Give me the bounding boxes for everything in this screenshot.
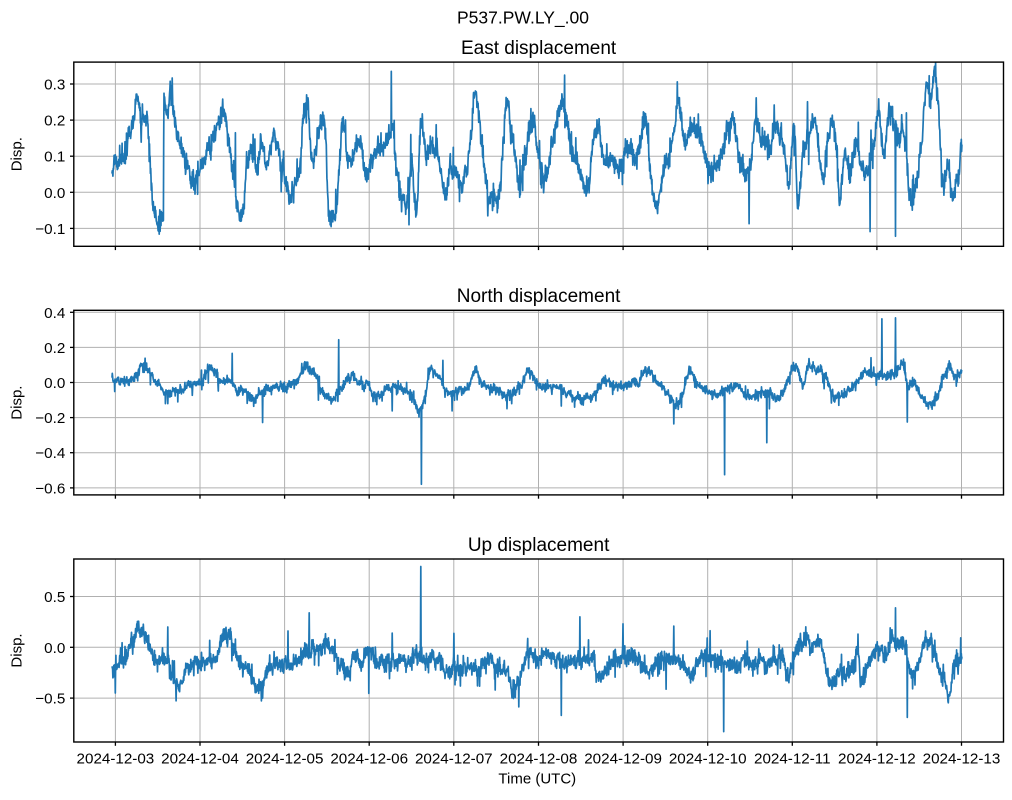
svg-text:0.0: 0.0 bbox=[44, 375, 65, 392]
svg-text:Disp.: Disp. bbox=[8, 137, 25, 171]
svg-text:2024-12-05: 2024-12-05 bbox=[246, 750, 324, 767]
svg-text:−0.1: −0.1 bbox=[35, 221, 65, 238]
svg-text:0.2: 0.2 bbox=[44, 340, 65, 357]
svg-text:0.0: 0.0 bbox=[44, 640, 65, 657]
svg-text:−0.2: −0.2 bbox=[35, 410, 65, 427]
svg-text:2024-12-04: 2024-12-04 bbox=[161, 750, 239, 767]
svg-text:0.5: 0.5 bbox=[44, 589, 65, 606]
svg-text:P537.PW.LY_.00: P537.PW.LY_.00 bbox=[457, 8, 589, 29]
svg-text:2024-12-10: 2024-12-10 bbox=[669, 750, 747, 767]
svg-text:Disp.: Disp. bbox=[8, 386, 25, 420]
svg-text:2024-12-13: 2024-12-13 bbox=[923, 750, 1001, 767]
svg-text:Disp.: Disp. bbox=[8, 633, 25, 667]
svg-text:2024-12-08: 2024-12-08 bbox=[500, 750, 578, 767]
svg-text:2024-12-03: 2024-12-03 bbox=[77, 750, 155, 767]
svg-text:0.2: 0.2 bbox=[44, 113, 65, 130]
svg-text:2024-12-12: 2024-12-12 bbox=[838, 750, 916, 767]
svg-text:2024-12-07: 2024-12-07 bbox=[415, 750, 493, 767]
svg-text:2024-12-11: 2024-12-11 bbox=[754, 750, 831, 767]
svg-text:−0.4: −0.4 bbox=[35, 445, 65, 462]
svg-text:0.0: 0.0 bbox=[44, 185, 65, 202]
svg-text:−0.5: −0.5 bbox=[35, 691, 65, 708]
svg-text:North displacement: North displacement bbox=[457, 286, 621, 307]
svg-text:0.4: 0.4 bbox=[44, 305, 65, 322]
svg-text:2024-12-06: 2024-12-06 bbox=[330, 750, 408, 767]
svg-text:−0.6: −0.6 bbox=[35, 480, 65, 497]
svg-text:0.3: 0.3 bbox=[44, 77, 65, 94]
svg-text:0.1: 0.1 bbox=[44, 149, 65, 166]
svg-text:East displacement: East displacement bbox=[461, 38, 617, 59]
svg-text:2024-12-09: 2024-12-09 bbox=[584, 750, 662, 767]
svg-text:Up displacement: Up displacement bbox=[468, 535, 610, 556]
svg-text:Time (UTC): Time (UTC) bbox=[498, 771, 576, 788]
